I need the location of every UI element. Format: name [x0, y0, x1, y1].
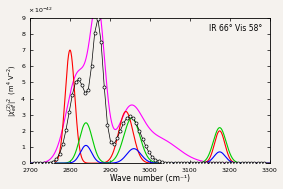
Y-axis label: $|\chi^{(2)}_{eff}|^2$  (m$^4$ V$^{-2}$): $|\chi^{(2)}_{eff}|^2$ (m$^4$ V$^{-2}$)	[6, 64, 20, 117]
Text: $\times\,10^{-42}$: $\times\,10^{-42}$	[28, 5, 53, 15]
X-axis label: Wave number (cm⁻¹): Wave number (cm⁻¹)	[110, 174, 190, 184]
Text: IR 66° Vis 58°: IR 66° Vis 58°	[209, 24, 262, 33]
